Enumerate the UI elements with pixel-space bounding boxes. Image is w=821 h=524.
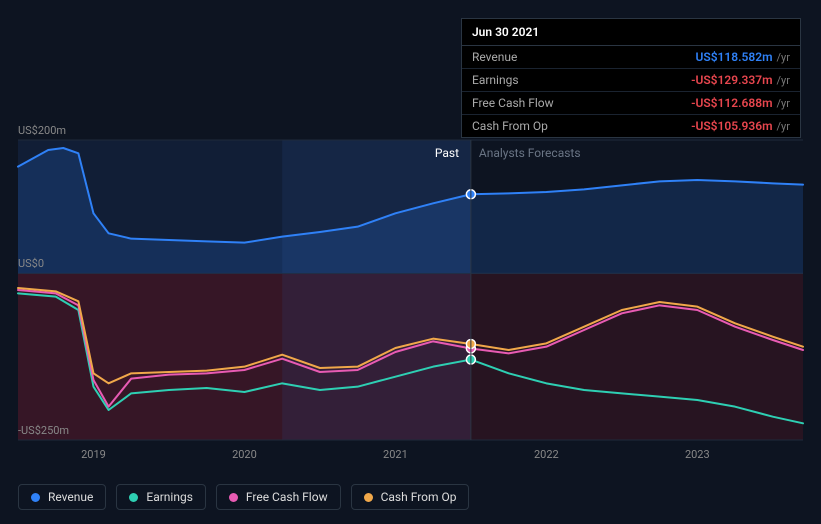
tooltip-row-unit: /yr	[777, 97, 790, 110]
y-tick-label: US$0	[18, 257, 44, 270]
tooltip: Jun 30 2021 RevenueUS$118.582m/yrEarning…	[461, 18, 801, 138]
legend-item-revenue[interactable]: Revenue	[18, 484, 106, 510]
financials-chart: US$200m US$0 -US$250m 2019 2020 2021 2022 2023…	[0, 0, 821, 524]
legend-label: Cash From Op	[381, 490, 457, 504]
tooltip-row-value: US$118.582m	[695, 50, 772, 64]
x-tick-label: 2020	[232, 448, 257, 461]
x-tick-label: 2022	[534, 448, 559, 461]
tooltip-row: RevenueUS$118.582m/yr	[462, 46, 800, 69]
legend-item-earnings[interactable]: Earnings	[116, 484, 206, 510]
y-tick-label: -US$250m	[18, 424, 69, 437]
tooltip-date: Jun 30 2021	[462, 19, 800, 46]
legend-dot	[31, 493, 40, 502]
legend-item-cfo[interactable]: Cash From Op	[351, 484, 470, 510]
past-region-label: Past	[435, 146, 459, 160]
x-tick-label: 2021	[383, 448, 408, 461]
tooltip-row-value: -US$105.936m	[691, 119, 772, 133]
legend-dot	[229, 493, 238, 502]
tooltip-row: Free Cash Flow-US$112.688m/yr	[462, 92, 800, 115]
tooltip-row: Earnings-US$129.337m/yr	[462, 69, 800, 92]
tooltip-row-value: -US$112.688m	[691, 96, 772, 110]
legend-label: Revenue	[48, 490, 93, 504]
forecast-region-label: Analysts Forecasts	[479, 146, 581, 160]
x-tick-label: 2023	[685, 448, 710, 461]
tooltip-row-unit: /yr	[777, 74, 790, 87]
x-tick-label: 2019	[81, 448, 106, 461]
tooltip-row-label: Cash From Op	[472, 119, 691, 133]
legend-dot	[129, 493, 138, 502]
tooltip-row-label: Revenue	[472, 50, 695, 64]
legend-item-fcf[interactable]: Free Cash Flow	[216, 484, 341, 510]
tooltip-row-unit: /yr	[777, 51, 790, 64]
legend-label: Earnings	[146, 490, 193, 504]
tooltip-row: Cash From Op-US$105.936m/yr	[462, 115, 800, 137]
tooltip-row-value: -US$129.337m	[691, 73, 772, 87]
legend-dot	[364, 493, 373, 502]
legend-label: Free Cash Flow	[246, 490, 328, 504]
tooltip-row-label: Free Cash Flow	[472, 96, 691, 110]
legend: Revenue Earnings Free Cash Flow Cash From O…	[18, 484, 469, 510]
tooltip-row-unit: /yr	[777, 120, 790, 133]
tooltip-row-label: Earnings	[472, 73, 691, 87]
y-tick-label: US$200m	[18, 124, 66, 137]
